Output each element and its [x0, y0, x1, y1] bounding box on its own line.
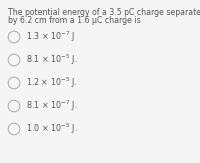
Text: by 6.2 cm from a 1.6 μC charge is: by 6.2 cm from a 1.6 μC charge is — [8, 16, 141, 25]
Point — [12, 36, 16, 38]
Text: 1.0 × 10$^{-5}$ J.: 1.0 × 10$^{-5}$ J. — [26, 122, 78, 136]
Point — [12, 82, 16, 84]
Text: 8.1 × 10$^{-5}$ J.: 8.1 × 10$^{-5}$ J. — [26, 53, 78, 67]
Point — [12, 128, 16, 130]
Text: 8.1 × 10$^{-7}$ J.: 8.1 × 10$^{-7}$ J. — [26, 99, 78, 113]
Point — [12, 105, 16, 107]
Point — [12, 59, 16, 61]
Text: The potential energy of a 3.5 pC charge separated: The potential energy of a 3.5 pC charge … — [8, 8, 200, 17]
Text: 1.2 × 10$^{-5}$ J.: 1.2 × 10$^{-5}$ J. — [26, 76, 77, 90]
Text: 1.3 × 10$^{-7}$ J: 1.3 × 10$^{-7}$ J — [26, 30, 75, 44]
